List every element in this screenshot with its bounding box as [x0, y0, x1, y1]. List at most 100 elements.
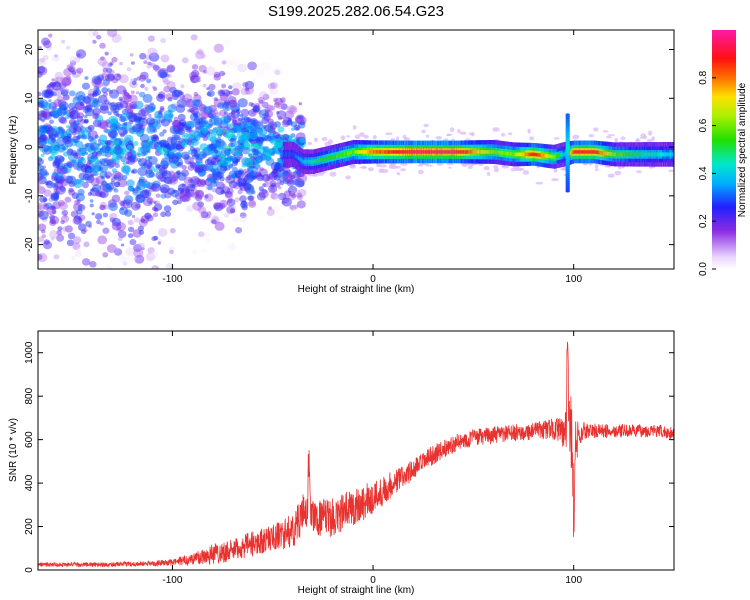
spectrogram-point [164, 192, 172, 199]
ridge-cell [473, 150, 475, 154]
ridge-cell [291, 152, 293, 157]
spectrogram-point [105, 265, 113, 269]
spectrogram-point [402, 134, 407, 140]
ridge-cell [314, 159, 317, 164]
figure-title: S199.2025.282.06.54.G23 [268, 3, 444, 20]
spectrogram-point [516, 167, 524, 172]
ridge-cell [661, 152, 663, 157]
spectrogram-point [93, 147, 102, 155]
ridge-cell [522, 152, 524, 157]
ridge-cell [471, 150, 473, 154]
spectrogram-point [148, 201, 153, 205]
spectrogram-point [212, 126, 223, 136]
spectrogram-point [135, 186, 141, 191]
spectrogram-point [53, 81, 61, 88]
spectrogram-point [390, 138, 396, 142]
spectrogram-point [222, 72, 226, 76]
ridge-cell [541, 153, 543, 158]
ridge-cell [547, 154, 549, 158]
spectrogram-point [82, 181, 89, 189]
spectrogram-point [122, 92, 131, 100]
spectrogram-point [160, 54, 170, 63]
spectrogram-point [49, 214, 55, 220]
spectrogram-point [190, 189, 201, 199]
spectrogram-point [258, 109, 270, 119]
snr-x-label: Height of straight line (km) [298, 585, 415, 596]
spectrogram-point [239, 195, 247, 203]
spectrogram-point [324, 141, 332, 146]
spectrogram-point [89, 199, 94, 203]
x-tick-label: 100 [565, 575, 582, 586]
spectrogram-point [67, 148, 74, 154]
ridge-cell [570, 150, 572, 155]
spectrogram-point [111, 221, 122, 231]
spectrogram-point [225, 145, 230, 150]
spectrogram-point [270, 123, 275, 127]
spectrogram-point [152, 206, 157, 211]
spectrogram-point [38, 183, 41, 188]
ridge-cell [560, 153, 562, 157]
spectrogram-point [483, 166, 490, 171]
ridge-cell [629, 152, 632, 157]
spectrogram-point [39, 168, 48, 177]
spectrogram-point [40, 153, 45, 157]
ridge-cell [624, 152, 626, 157]
ridge-cell [593, 150, 595, 154]
spectrogram-point [224, 191, 234, 200]
ridge-cell [516, 152, 518, 157]
ridge-cell [479, 150, 481, 154]
spectrogram-point [269, 105, 275, 111]
ridge-cell [344, 152, 346, 156]
colorbar-ticks: 0.0 0.2 0.4 0.6 0.8 [698, 70, 716, 276]
spectrogram-point [219, 176, 225, 182]
ridge-cell [286, 152, 288, 157]
spectrogram-point [54, 76, 64, 85]
spectrogram-point [152, 64, 160, 71]
ridge-cell [631, 152, 634, 157]
spectrogram-point [51, 138, 56, 143]
spectrogram-point [152, 87, 158, 91]
spectrogram-point [151, 139, 157, 144]
spectrogram-point [77, 30, 84, 32]
spectrogram-point [206, 211, 212, 216]
spectrogram-point [66, 125, 70, 129]
spectrogram-point [125, 102, 134, 110]
ridge-cell [583, 150, 585, 154]
spectrogram-point [99, 171, 108, 179]
spectrogram-point [83, 114, 88, 119]
ridge-cell [354, 150, 356, 154]
ridge-cell [455, 150, 457, 154]
spectrogram-point [43, 40, 52, 49]
ridge-cell [637, 152, 640, 157]
spectrogram-point [199, 179, 207, 186]
ridge-cell [653, 152, 656, 157]
spectrogram-point [175, 143, 183, 150]
spectrogram-point [112, 139, 120, 146]
spectrogram-point [200, 211, 209, 219]
ridge-cell [610, 152, 612, 156]
spectrogram-point [111, 56, 118, 63]
spectrogram-point [216, 165, 227, 175]
spectrogram-point [248, 102, 254, 107]
spectrogram-point [190, 176, 201, 185]
spectrogram-point [49, 145, 60, 156]
spectrogram-point [269, 86, 279, 95]
spectrogram-point [62, 76, 72, 86]
spectrogram-point [280, 97, 286, 103]
spectrogram-point [202, 83, 207, 88]
spectrogram-point [38, 255, 43, 260]
ridge-cell [409, 150, 411, 154]
spectrogram-point [248, 199, 256, 207]
spectrogram-point [237, 168, 244, 174]
spectrogram-point [126, 179, 135, 188]
spectrogram-point [111, 77, 119, 84]
ridge-cell [325, 156, 328, 161]
spectrogram-point [274, 121, 281, 128]
ridge-cell [382, 150, 384, 154]
spectrogram-point [352, 125, 357, 130]
spectrogram-point [270, 192, 279, 200]
spectrogram-point [99, 102, 109, 111]
ridge-cell [318, 158, 321, 163]
spectrogram-point [270, 175, 275, 179]
ridge-cell [336, 153, 339, 158]
